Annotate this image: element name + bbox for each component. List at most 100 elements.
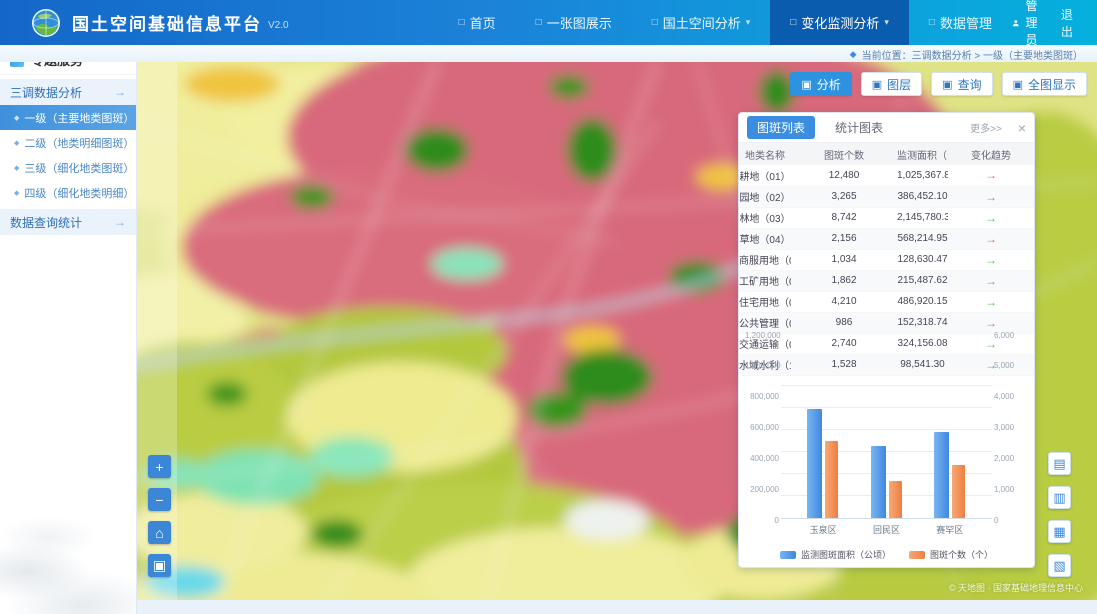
map-toolbar-button[interactable]: ▣ 全图显示 <box>1001 72 1087 96</box>
map-toolbar-button[interactable]: ▣ 图层 <box>860 72 923 96</box>
tool-box-icon: ▣ <box>871 78 883 91</box>
map-zoom-tool-button[interactable]: − <box>148 488 171 511</box>
nav-item-icon: □ <box>651 17 658 28</box>
nav-item-icon: □ <box>535 17 542 28</box>
close-icon[interactable]: × <box>1017 119 1026 136</box>
table-row[interactable]: 住宅用地（07） 4,210 486,920.15 → <box>739 291 1034 313</box>
trend-arrow-icon[interactable]: → <box>985 231 997 246</box>
cell-area: 98,541.30 <box>897 354 948 376</box>
cell-area: 386,452.10 <box>897 186 948 208</box>
map-toolbar-button[interactable]: ▣ 分析 <box>790 72 852 96</box>
chart-gridline <box>781 494 992 496</box>
chart-legend: 监测图斑面积（公顷） 图斑个数（个） <box>745 548 1028 561</box>
sidebar-item[interactable]: ◆ 三级（细化地类图斑） <box>0 155 136 180</box>
nav-item[interactable]: □ 变化监测分析 ▾ <box>770 0 909 45</box>
map-zoom-tool-button[interactable]: ⌂ <box>148 521 171 544</box>
table-row[interactable]: 林地（03） 8,742 2,145,780.36 → <box>739 207 1034 229</box>
chart-ytick-right: 6,000 <box>994 330 1015 340</box>
sidebar-item[interactable]: ◆ 二级（地类明细图斑） <box>0 130 136 155</box>
cell-patch-count: 2,740 <box>791 333 897 355</box>
nav-item[interactable]: □ 一张图展示 ▾ <box>516 0 632 45</box>
cell-landuse-name: 耕地（01） <box>739 165 791 187</box>
nav-item-label: 一张图展示 <box>546 16 612 31</box>
trend-arrow-icon[interactable]: → <box>985 168 997 183</box>
table-header-cell: 地类名称 <box>739 143 791 165</box>
sidebar-group-sandiao[interactable]: 三调数据分析 → <box>0 79 136 105</box>
table-row[interactable]: 交通运输（09） 2,740 324,156.08 → <box>739 333 1034 355</box>
logout-button[interactable]: 退出 <box>1060 7 1073 39</box>
nav-item-icon: □ <box>928 17 935 28</box>
chart-x-label: 玉泉区 <box>809 525 837 535</box>
cell-landuse-name: 工矿用地（06） <box>739 270 791 292</box>
table-header-cell: 图斑个数 <box>791 143 897 165</box>
chart-x-label: 回民区 <box>872 525 901 535</box>
map-zoom-tool-button[interactable]: ▣ <box>148 554 171 577</box>
user-icon <box>1012 19 1019 26</box>
cell-patch-count: 3,265 <box>791 186 897 208</box>
chart-bar <box>933 431 949 518</box>
cell-area: 1,025,367.82 <box>897 165 948 187</box>
sidebar-item[interactable]: ◆ 四级（细化地类明细） <box>0 180 136 205</box>
cell-patch-count: 8,742 <box>791 207 897 229</box>
trend-arrow-icon[interactable]: → <box>985 315 997 330</box>
user-menu[interactable]: 管理员 <box>1012 0 1045 48</box>
table-row[interactable]: 商服用地（05） 1,034 128,630.47 → <box>739 249 1034 271</box>
chart-ytick-left: 600,000 <box>750 423 779 433</box>
cell-patch-count: 1,034 <box>791 249 897 271</box>
cell-patch-count: 12,480 <box>791 165 897 187</box>
trend-arrow-icon[interactable]: → <box>985 336 997 351</box>
chart-ytick-right: 4,000 <box>994 392 1015 402</box>
chart-bar <box>888 480 902 518</box>
sub-header-strip: ◆ 当前位置：三调数据分析 > 一级（主要地类图斑） <box>0 45 1097 62</box>
map-zoom-tool-button[interactable]: + <box>148 455 171 478</box>
trend-arrow-icon[interactable]: → <box>985 189 997 204</box>
bullet-icon: ◆ <box>14 114 20 122</box>
map-side-tool-button[interactable]: ▧ <box>1048 554 1071 577</box>
table-row[interactable]: 公共管理（08） 986 152,318.74 → <box>739 312 1034 334</box>
sidebar-item-label: 二级（地类明细图斑） <box>24 137 135 150</box>
table-header-cell: 变化趋势 <box>948 143 1034 165</box>
map-zoom-tools: + − ⌂ ▣ <box>148 455 171 577</box>
table-row[interactable]: 水域水利（10） 1,528 98,541.30 → <box>739 354 1034 376</box>
map-toolbar-button[interactable]: ▣ 查询 <box>931 72 993 96</box>
trend-arrow-icon[interactable]: → <box>985 357 997 372</box>
chart-bar <box>951 465 965 518</box>
table-row[interactable]: 耕地（01） 12,480 1,025,367.82 → <box>739 165 1034 187</box>
chart-ytick-left: 800,000 <box>750 392 779 402</box>
nav-item-label: 数据管理 <box>939 16 992 31</box>
table-row[interactable]: 草地（04） 2,156 568,214.95 → <box>739 228 1034 250</box>
nav-item[interactable]: □ 首页 ▾ <box>439 0 516 45</box>
chart-ytick-right: 0 <box>994 516 999 525</box>
table-row[interactable]: 工矿用地（06） 1,862 215,487.62 → <box>739 270 1034 292</box>
chart-gridline <box>781 428 992 430</box>
trend-arrow-icon[interactable]: → <box>985 210 997 225</box>
trend-arrow-icon[interactable]: → <box>985 273 997 288</box>
more-link[interactable]: 更多>> <box>970 124 1002 135</box>
trend-arrow-icon[interactable]: → <box>985 252 997 267</box>
map-toolbar: ▣ 分析 ▣ 图层 ▣ 查询 ▣ 全图显示 <box>790 72 1087 96</box>
cell-patch-count: 1,862 <box>791 270 897 292</box>
nav-item[interactable]: □ 数据管理 ▾ <box>909 0 1012 45</box>
tab-chart[interactable]: 统计图表 <box>835 121 884 135</box>
sidebar-group-query[interactable]: 数据查询统计 → <box>0 209 136 235</box>
nav-item[interactable]: □ 国土空间分析 ▾ <box>632 0 771 45</box>
legend-label: 图斑个数（个） <box>930 550 994 560</box>
map-side-tool-button[interactable]: ▦ <box>1048 520 1071 543</box>
chart-bar <box>807 409 823 518</box>
cell-area: 324,156.08 <box>897 333 948 355</box>
sidebar-group-label: 三调数据分析 <box>10 85 83 100</box>
app-version: V2.0 <box>268 20 289 31</box>
cell-landuse-name: 商服用地（05） <box>739 249 791 271</box>
map-side-tool-button[interactable]: ▤ <box>1048 452 1071 475</box>
app-logo-globe-icon <box>32 8 60 37</box>
tab-list[interactable]: 图斑列表 <box>747 116 816 139</box>
map-side-tool-button[interactable]: ▥ <box>1048 486 1071 509</box>
bullet-icon: ◆ <box>14 189 20 197</box>
chart-gridline <box>781 472 992 474</box>
arrow-right-icon: → <box>114 85 126 99</box>
table-body: 耕地（01） 12,480 1,025,367.82 → 园地（02） 3,26… <box>739 165 1034 376</box>
table-row[interactable]: 园地（02） 3,265 386,452.10 → <box>739 186 1034 208</box>
sidebar-item[interactable]: ◆ 一级（主要地类图斑） <box>0 105 136 130</box>
trend-arrow-icon[interactable]: → <box>985 294 997 309</box>
